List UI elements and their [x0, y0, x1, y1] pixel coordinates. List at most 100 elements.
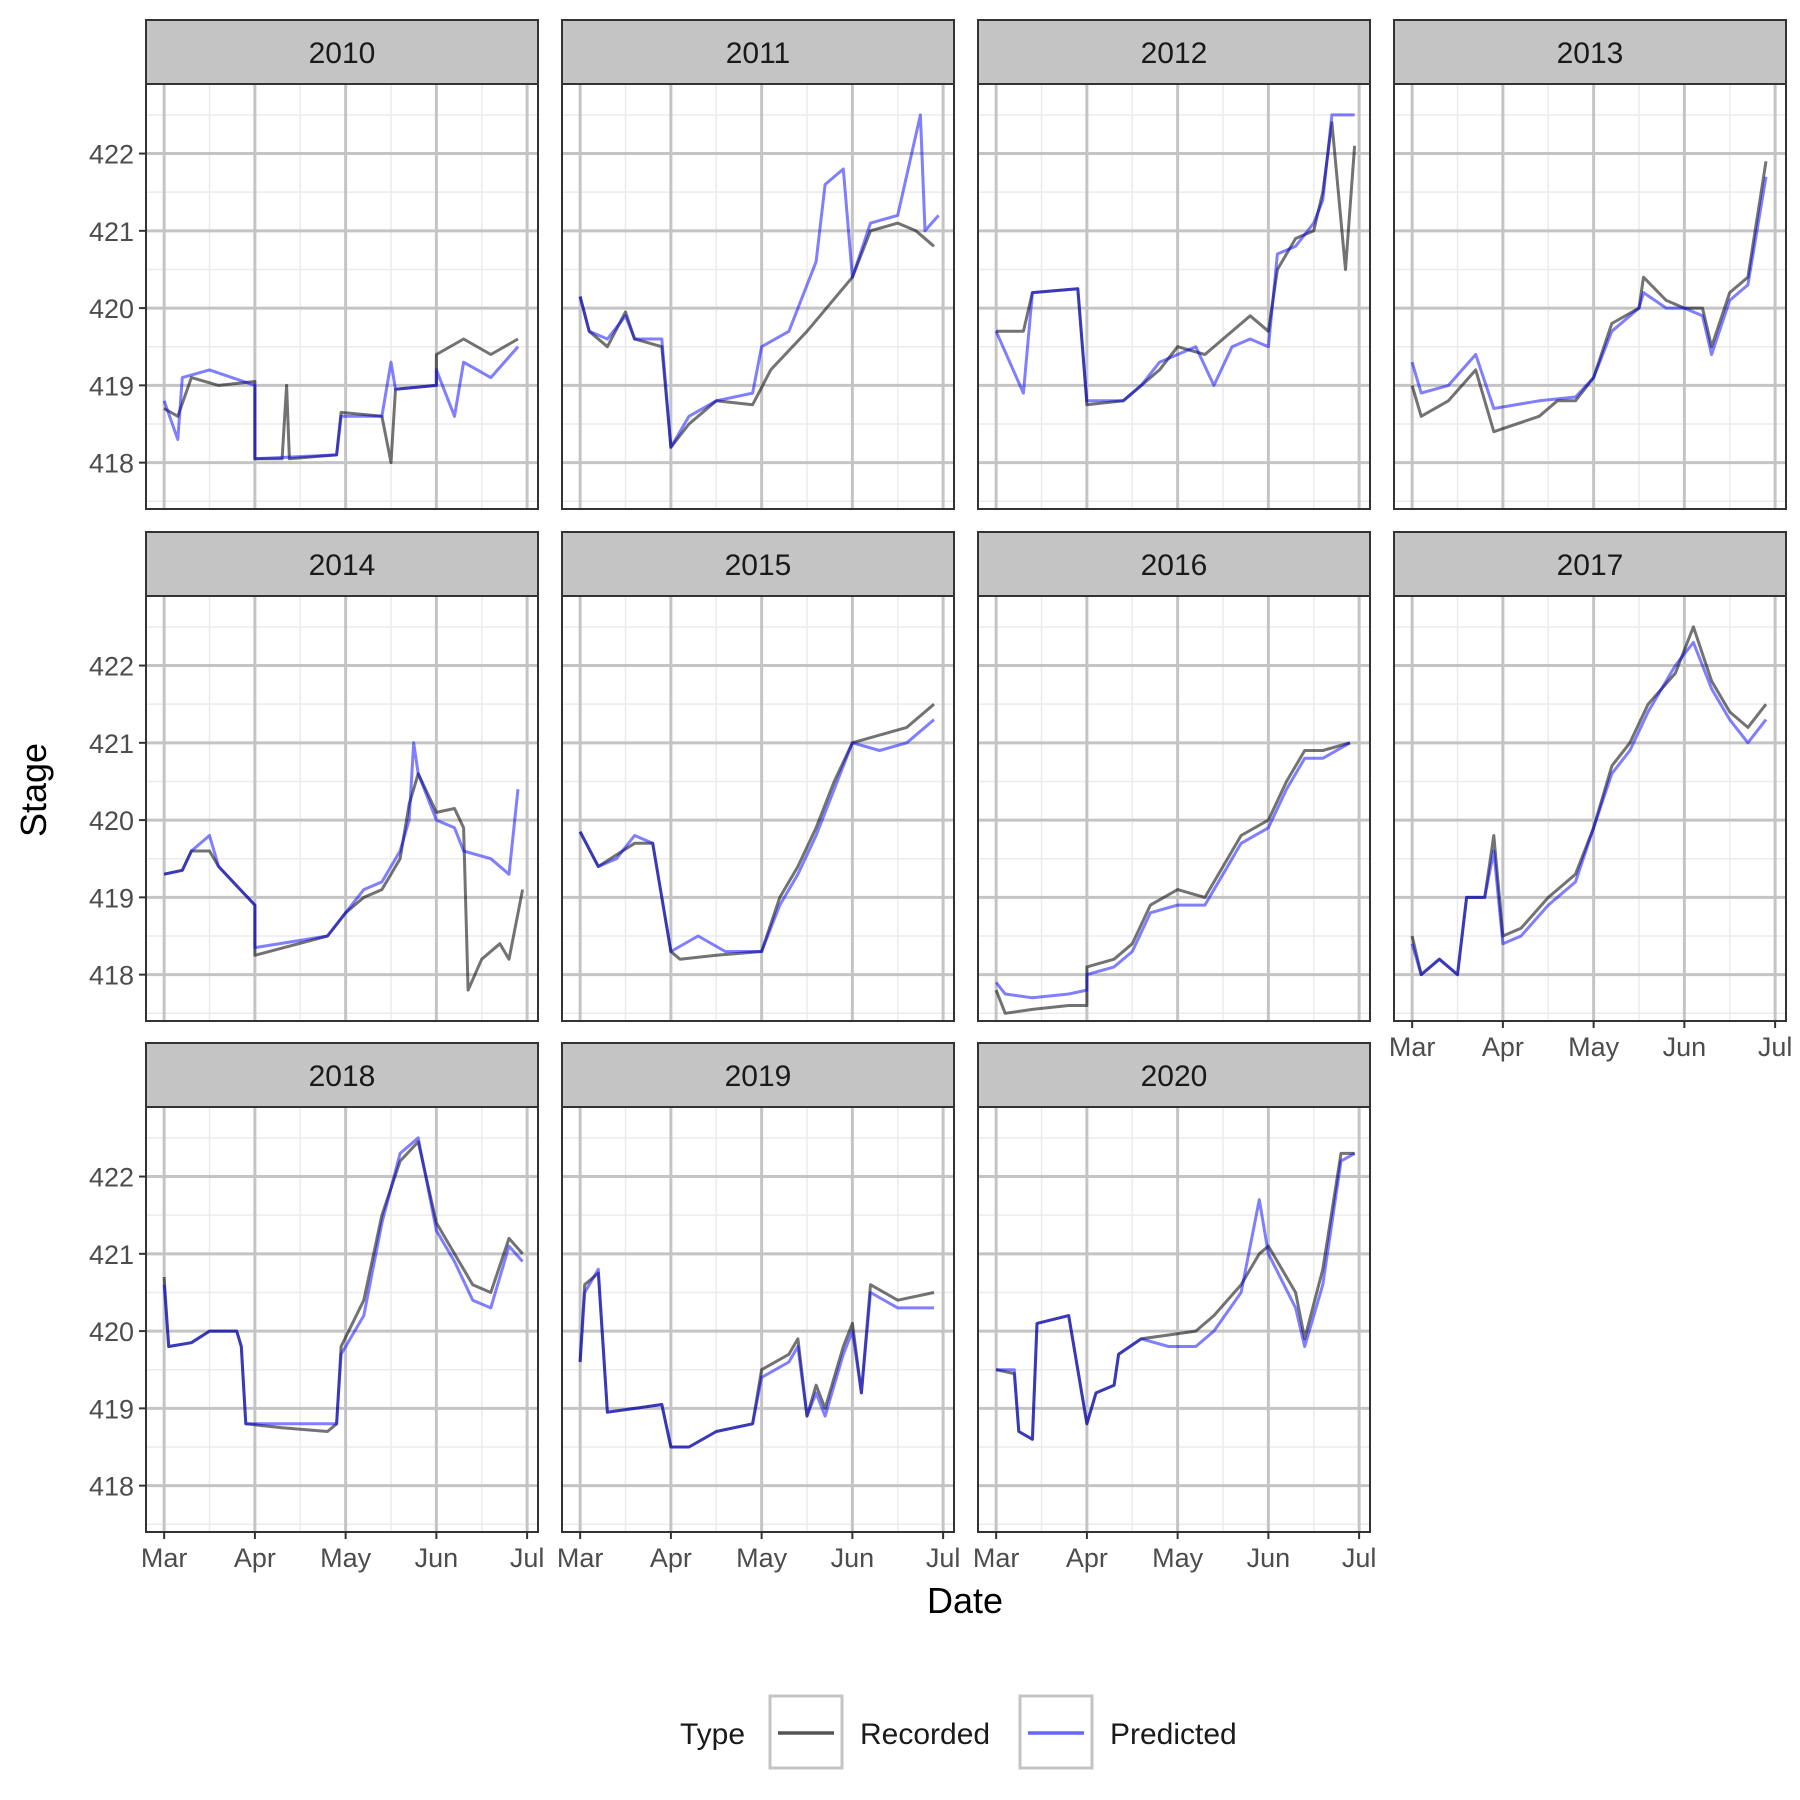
series-line-recorded — [994, 741, 1351, 1015]
x-tick-label: Apr — [650, 1543, 692, 1573]
y-tick-label: 418 — [89, 449, 134, 479]
legend: Type Recorded Predicted — [680, 1694, 1237, 1770]
x-tick-label: Jun — [415, 1543, 459, 1573]
x-tick-label: May — [320, 1543, 372, 1573]
x-tick-label: May — [1568, 1032, 1620, 1062]
series-line-predicted — [162, 1136, 524, 1426]
y-tick-label: 421 — [89, 217, 134, 247]
facet-strip — [145, 1042, 539, 1108]
facet-strip — [145, 531, 539, 597]
x-tick-label: May — [1152, 1543, 1204, 1573]
y-axis-title: Stage — [13, 743, 54, 837]
panel-2013: 2013 — [1393, 19, 1787, 510]
x-tick-label: Mar — [141, 1543, 188, 1573]
panel-2019: 2019 Mar Apr May Jun Jul — [557, 1042, 961, 1573]
facet-label-2015: 2015 — [725, 549, 792, 582]
y-tick-label: 419 — [89, 883, 134, 913]
y-tick-label: 421 — [89, 1240, 134, 1270]
series-line-predicted — [578, 113, 940, 449]
facet-panels: 2010 418 419 420 421 422 2011 2012 2013 2014 418 41… — [89, 19, 1792, 1573]
y-tick-label: 420 — [89, 806, 134, 836]
panel-border — [977, 1106, 1371, 1533]
y-tick-label: 419 — [89, 1394, 134, 1424]
series-line-predicted — [578, 1267, 934, 1449]
y-tick-label: 422 — [89, 140, 134, 170]
y-tick-label: 422 — [89, 652, 134, 682]
facet-label-2011: 2011 — [726, 37, 791, 70]
x-axis-title: Date — [927, 1580, 1003, 1621]
x-tick-label: Jul — [1342, 1543, 1377, 1573]
facet-label-2010: 2010 — [309, 37, 376, 70]
facet-label-2014: 2014 — [309, 549, 376, 582]
series-line-predicted — [578, 718, 935, 953]
facet-strip — [145, 19, 539, 85]
panel-border — [1393, 595, 1787, 1022]
plot-background — [146, 1107, 538, 1532]
y-tick-label: 421 — [89, 729, 134, 759]
facet-strip — [977, 1042, 1371, 1108]
panel-2010: 2010 418 419 420 421 422 — [89, 19, 539, 510]
panel-2020: 2020 Mar Apr May Jun Jul — [973, 1042, 1377, 1573]
facet-label-2018: 2018 — [309, 1060, 376, 1093]
panel-border — [1393, 83, 1787, 510]
plot-background — [978, 596, 1370, 1021]
panel-border — [977, 595, 1371, 1022]
x-tick-label: Jun — [1247, 1543, 1291, 1573]
facet-strip — [1393, 531, 1787, 597]
facet-strip — [561, 19, 955, 85]
x-tick-label: Apr — [1066, 1543, 1108, 1573]
series-line-predicted — [1410, 176, 1768, 410]
plot-background — [978, 84, 1370, 509]
y-tick-label: 418 — [89, 961, 134, 991]
axis-titles: Date Stage — [13, 743, 1003, 1621]
y-tick-label: 420 — [89, 1317, 134, 1347]
y-tick-label: 419 — [89, 371, 134, 401]
facet-label-2019: 2019 — [725, 1060, 792, 1093]
panel-2011: 2011 — [561, 19, 955, 510]
facet-label-2017: 2017 — [1557, 549, 1624, 582]
plot-background — [146, 596, 538, 1021]
panel-border — [145, 83, 539, 510]
facet-label-2013: 2013 — [1557, 37, 1624, 70]
x-tick-label: Apr — [234, 1543, 276, 1573]
panel-2015: 2015 — [561, 531, 955, 1022]
panel-2018: 2018 418 419 420 421 422 Mar Apr May Jun Jul — [89, 1042, 545, 1573]
facet-strip — [1393, 19, 1787, 85]
series-line-recorded — [1410, 161, 1768, 434]
facet-strip — [977, 19, 1371, 85]
plot-background — [146, 84, 538, 509]
x-tick-label: Apr — [1482, 1032, 1524, 1062]
facet-label-2016: 2016 — [1141, 549, 1208, 582]
plot-background — [1394, 596, 1786, 1021]
facet-strip — [977, 531, 1371, 597]
legend-label-predicted: Predicted — [1110, 1718, 1237, 1751]
panel-2017: 2017 Mar Apr May Jun Jul — [1389, 531, 1792, 1062]
x-tick-label: Mar — [1389, 1032, 1436, 1062]
facet-strip — [561, 531, 955, 597]
y-tick-label: 418 — [89, 1472, 134, 1502]
x-tick-label: Jul — [926, 1543, 961, 1573]
panel-border — [145, 595, 539, 1022]
series-line-predicted — [1410, 640, 1768, 977]
plot-background — [562, 596, 954, 1021]
panel-border — [561, 595, 955, 1022]
facet-strip — [561, 1042, 955, 1108]
facet-label-2020: 2020 — [1141, 1060, 1208, 1093]
panel-2016: 2016 — [977, 531, 1371, 1022]
series-line-predicted — [162, 345, 520, 461]
x-tick-label: Jul — [510, 1543, 545, 1573]
x-tick-label: May — [736, 1543, 788, 1573]
x-tick-label: Jun — [1663, 1032, 1707, 1062]
panel-border — [145, 1106, 539, 1533]
x-tick-label: Mar — [973, 1543, 1020, 1573]
x-tick-label: Mar — [557, 1543, 604, 1573]
series-line-predicted — [996, 1152, 1356, 1441]
plot-background — [562, 84, 954, 509]
series-line-predicted — [163, 741, 520, 950]
y-tick-label: 422 — [89, 1163, 134, 1193]
panel-border — [977, 83, 1371, 510]
facet-label-2012: 2012 — [1141, 37, 1208, 70]
y-tick-label: 420 — [89, 294, 134, 324]
panel-border — [561, 1106, 955, 1533]
